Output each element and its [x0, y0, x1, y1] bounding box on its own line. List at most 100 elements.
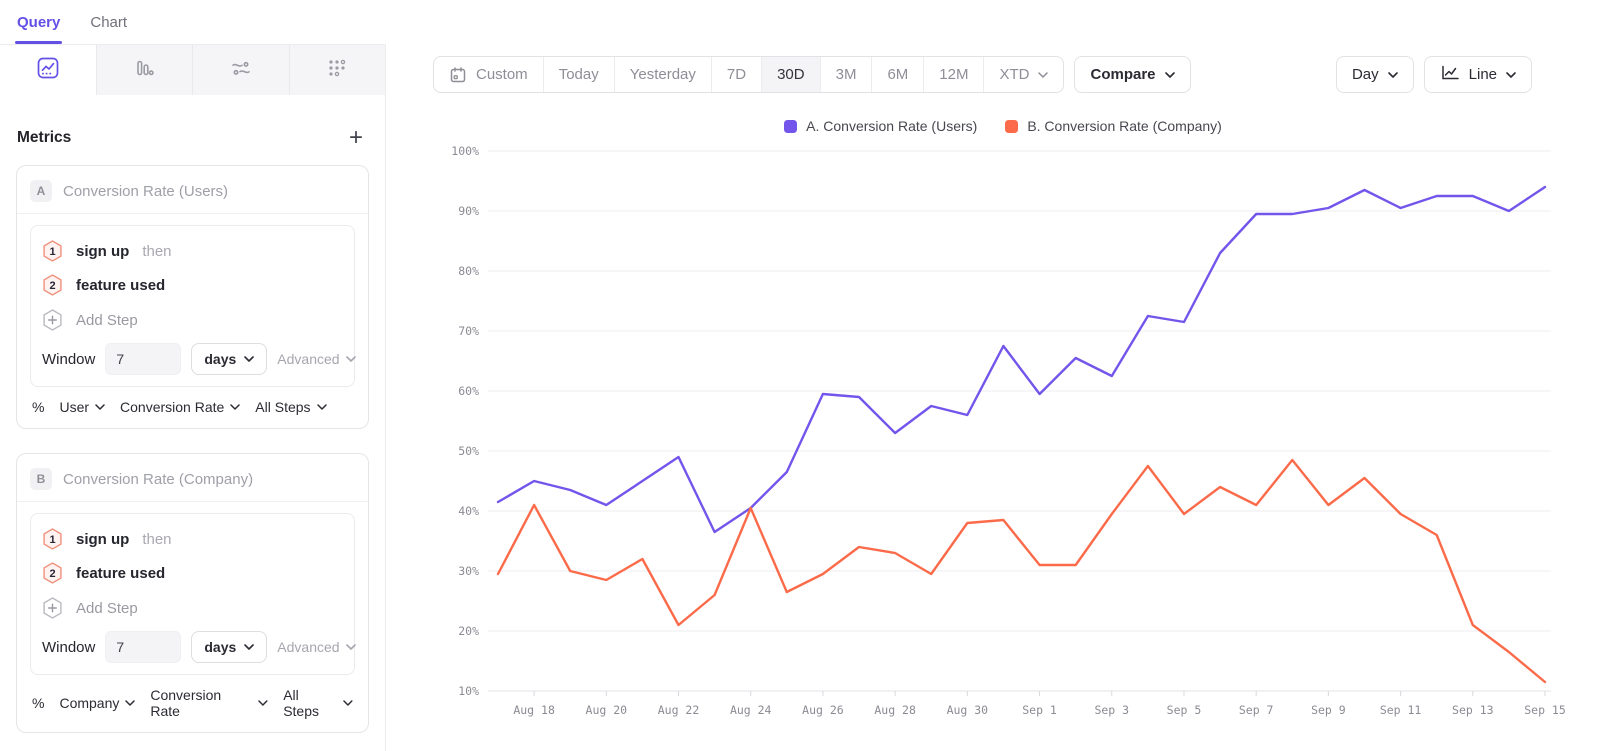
metric-a-step-2[interactable]: 2 feature used: [42, 268, 343, 302]
date-range-label: Yesterday: [629, 66, 696, 83]
step-event-name: feature used: [76, 276, 166, 294]
advanced-toggle[interactable]: Advanced: [277, 351, 356, 367]
granularity-label: Day: [1351, 66, 1379, 83]
date-range-7d[interactable]: 7D: [712, 57, 763, 92]
step-2-hexagon-badge: 2: [42, 274, 63, 296]
x-axis-label: Aug 26: [802, 703, 844, 717]
date-range-xtd[interactable]: XTD: [984, 57, 1063, 92]
window-value-input[interactable]: [105, 631, 182, 663]
svg-text:2: 2: [49, 280, 55, 292]
entity-dropdown[interactable]: Company: [59, 695, 136, 711]
legend-item-a[interactable]: A. Conversion Rate (Users): [784, 118, 977, 134]
metric-b-measure-row: % Company Conversion Rate All Steps: [30, 687, 355, 719]
date-range-label: XTD: [999, 66, 1030, 83]
chart-type-label: Line: [1468, 66, 1497, 83]
metric-b-title-row[interactable]: B Conversion Rate (Company): [17, 464, 368, 502]
line-chart-icon: [1440, 64, 1460, 85]
x-axis-label: Sep 9: [1311, 703, 1346, 717]
entity-dropdown[interactable]: User: [59, 399, 105, 415]
legend-swatch: [784, 119, 798, 133]
window-unit-label: days: [204, 351, 237, 367]
window-value-input[interactable]: [105, 343, 182, 375]
percent-prefix: %: [32, 399, 45, 415]
add-step-label: Add Step: [76, 311, 138, 329]
tab-query[interactable]: Query: [14, 0, 63, 44]
metric-b-step-2[interactable]: 2 feature used: [42, 556, 343, 590]
date-range-6m[interactable]: 6M: [872, 57, 925, 92]
date-range-12m[interactable]: 12M: [924, 57, 985, 92]
date-range-3m[interactable]: 3M: [821, 57, 873, 92]
view-bar-chart-button[interactable]: [97, 45, 193, 95]
advanced-label: Advanced: [277, 351, 340, 367]
series-b-line[interactable]: [496, 458, 1547, 684]
steps-scope-label: All Steps: [283, 687, 320, 719]
metric-card-a: A Conversion Rate (Users) 1 sign up then…: [16, 165, 369, 429]
window-label: Window: [42, 350, 96, 368]
advanced-toggle[interactable]: Advanced: [277, 639, 356, 655]
date-range-label: 30D: [777, 66, 805, 83]
query-sidebar: Query Chart: [0, 0, 386, 751]
compare-button[interactable]: Compare: [1074, 56, 1191, 93]
chart-toolbar: Custom Today Yesterday 7D 30D 3M 6M 12M XTD Comp…: [433, 56, 1532, 93]
chevron-down-icon: [345, 644, 356, 650]
x-axis-label: Aug 28: [874, 703, 916, 717]
metric-a-measure-row: % User Conversion Rate All Steps: [30, 399, 355, 415]
chevron-down-icon: [230, 404, 241, 410]
x-axis-label: Aug 22: [658, 703, 700, 717]
svg-text:1: 1: [49, 534, 55, 546]
metric-a-add-step-button[interactable]: Add Step: [42, 302, 343, 338]
chart-type-dropdown[interactable]: Line: [1423, 56, 1532, 93]
advanced-label: Advanced: [277, 639, 340, 655]
chevron-down-icon: [125, 700, 136, 706]
y-axis-label: 80%: [458, 264, 479, 278]
x-axis-label: Sep 15: [1524, 703, 1566, 717]
view-flows-button[interactable]: [193, 45, 290, 95]
x-axis-label: Sep 7: [1239, 703, 1274, 717]
metric-a-badge: A: [30, 180, 52, 202]
steps-scope-dropdown[interactable]: All Steps: [283, 687, 353, 719]
metric-type-label: Conversion Rate: [120, 399, 225, 415]
date-range-custom[interactable]: Custom: [434, 57, 544, 92]
date-range-today[interactable]: Today: [544, 57, 615, 92]
chevron-down-icon: [95, 404, 105, 410]
entity-label: Company: [59, 695, 120, 711]
steps-scope-dropdown[interactable]: All Steps: [255, 399, 327, 415]
svg-text:2: 2: [49, 568, 55, 580]
entity-label: User: [59, 399, 90, 415]
legend-label: A. Conversion Rate (Users): [806, 118, 978, 134]
x-axis-label: Sep 11: [1380, 703, 1422, 717]
x-axis-label: Aug 20: [586, 703, 628, 717]
series-a-line[interactable]: [496, 185, 1547, 534]
metric-a-title-row[interactable]: A Conversion Rate (Users): [17, 176, 368, 214]
granularity-dropdown[interactable]: Day: [1335, 56, 1414, 93]
x-axis-label: Aug 24: [730, 703, 772, 717]
metric-b-step-1[interactable]: 1 sign up then: [42, 522, 343, 556]
chart-area: A. Conversion Rate (Users) B. Conversion …: [433, 93, 1573, 736]
svg-text:1: 1: [49, 246, 55, 258]
conversion-line-chart: 100% 90% 80% 70% 60% 50% 40% 30% 20% 10% Aug 18 Aug…: [451, 144, 1566, 717]
metric-a-steps-box: 1 sign up then 2 feature used: [30, 225, 356, 387]
add-step-hexagon-plus-icon: [42, 597, 63, 619]
metric-type-dropdown[interactable]: Conversion Rate: [150, 687, 268, 719]
tab-chart[interactable]: Chart: [90, 13, 128, 31]
date-range-label: 6M: [887, 66, 909, 83]
date-range-30d[interactable]: 30D: [762, 57, 821, 92]
view-retention-button[interactable]: [290, 45, 386, 95]
step-event-name: feature used: [76, 564, 166, 582]
metric-b-add-step-button[interactable]: Add Step: [42, 590, 343, 626]
window-unit-dropdown[interactable]: days: [191, 631, 268, 663]
metric-b-window-row: Window days Advanced: [42, 631, 356, 663]
add-metric-button[interactable]: +: [348, 124, 363, 151]
legend-item-b[interactable]: B. Conversion Rate (Company): [1005, 118, 1222, 134]
metric-b-badge: B: [30, 468, 52, 490]
y-axis-label: 60%: [458, 384, 479, 398]
metric-a-step-1[interactable]: 1 sign up then: [42, 234, 343, 268]
view-line-chart-button[interactable]: [0, 45, 97, 95]
metric-b-title: Conversion Rate (Company): [63, 470, 254, 488]
date-range-label: 12M: [939, 66, 969, 83]
metrics-title: Metrics: [17, 129, 72, 146]
date-range-yesterday[interactable]: Yesterday: [615, 57, 712, 92]
x-axis-label: Sep 13: [1452, 703, 1494, 717]
window-unit-dropdown[interactable]: days: [191, 343, 268, 375]
metric-type-dropdown[interactable]: Conversion Rate: [120, 399, 241, 415]
